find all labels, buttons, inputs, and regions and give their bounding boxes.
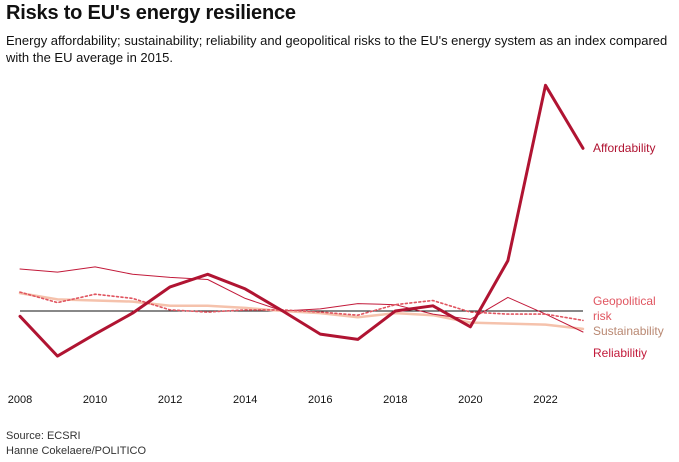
chart-title: Risks to EU's energy resilience — [6, 2, 296, 24]
series-line-affordability — [18, 83, 585, 358]
series-label-geopolitical-risk: Geopolitical risk — [593, 294, 656, 323]
x-tick-label: 2012 — [158, 394, 182, 406]
source-note: Source: ECSRI Hanne Cokelaere/POLITICO — [6, 429, 146, 459]
series-label-reliabilitiy: Reliabilitiy — [593, 346, 647, 360]
series-line-sustainability — [18, 291, 585, 331]
chart-subtitle: Energy affordability; sustainability; re… — [6, 33, 668, 65]
x-tick-label: 2008 — [8, 394, 32, 406]
series-line-geopolitical-risk — [19, 291, 584, 322]
series-line-reliabilitiy — [19, 266, 584, 333]
credit-line: Hanne Cokelaere/POLITICO — [6, 445, 147, 457]
source-line: Source: ECSRI — [6, 430, 81, 442]
x-tick-label: 2018 — [383, 394, 407, 406]
x-tick-label: 2014 — [233, 394, 257, 406]
x-tick-label: 2016 — [308, 394, 332, 406]
series-label-affordability: Affordability — [593, 141, 655, 155]
x-tick-label: 2020 — [458, 394, 482, 406]
x-tick-label: 2022 — [533, 394, 557, 406]
x-tick-label: 2010 — [83, 394, 107, 406]
series-label-sustainability: Sustainability — [593, 324, 664, 338]
